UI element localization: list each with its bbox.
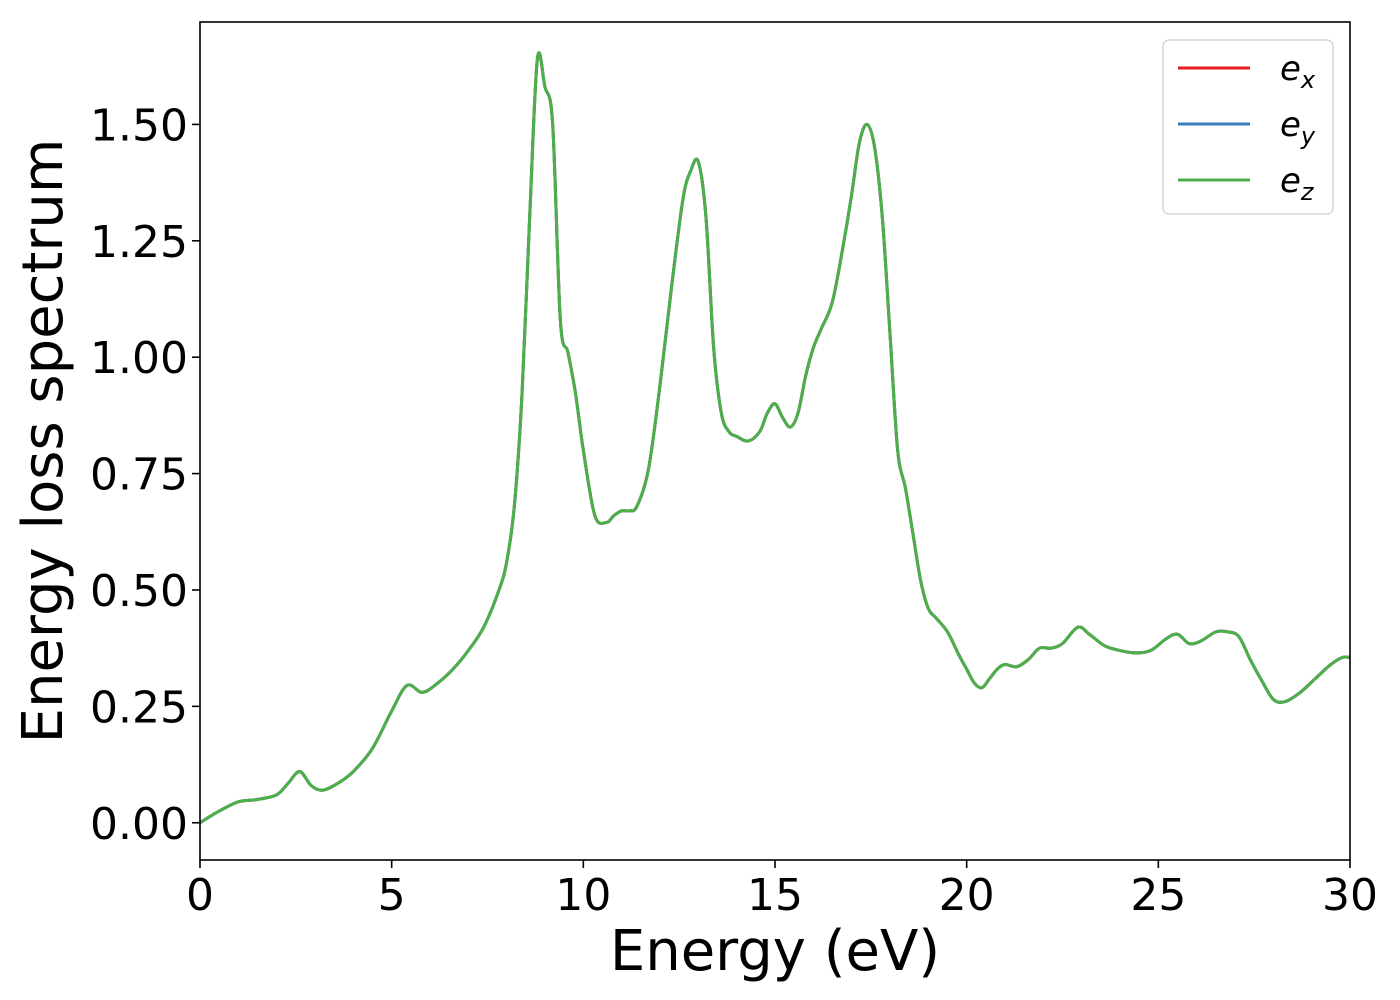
y-tick-label: 0.75 <box>90 450 188 501</box>
x-tick-label: 30 <box>1322 870 1378 921</box>
y-tick-label: 1.00 <box>90 333 188 384</box>
y-tick-label: 0.00 <box>90 799 188 850</box>
y-axis-label: Energy loss spectrum <box>11 139 76 744</box>
legend-box <box>1162 39 1334 215</box>
x-tick-label: 0 <box>186 870 214 921</box>
x-tick-label: 25 <box>1130 870 1186 921</box>
series-line-e-z <box>199 51 1351 825</box>
y-tick-label: 0.25 <box>90 682 188 733</box>
x-tick-label: 5 <box>378 870 406 921</box>
legend-label: ex <box>1280 49 1316 94</box>
y-tick-label: 1.50 <box>90 100 188 151</box>
x-tick-label: 20 <box>939 870 995 921</box>
x-axis-label: Energy (eV) <box>610 919 940 984</box>
axis-ticks: 0 5 10 15 20 25 30 0.00 0.25 0.50 0.75 1.00 1.25 1.50 <box>90 100 1378 921</box>
legend-label: ey <box>1280 105 1316 150</box>
legend-label: ez <box>1280 161 1315 206</box>
legend: ex ey ez <box>1162 39 1334 215</box>
y-tick-label: 0.50 <box>90 566 188 617</box>
y-tick-label: 1.25 <box>90 217 188 268</box>
x-tick-label: 10 <box>555 870 611 921</box>
x-tick-label: 15 <box>747 870 803 921</box>
series-lines <box>199 51 1351 825</box>
